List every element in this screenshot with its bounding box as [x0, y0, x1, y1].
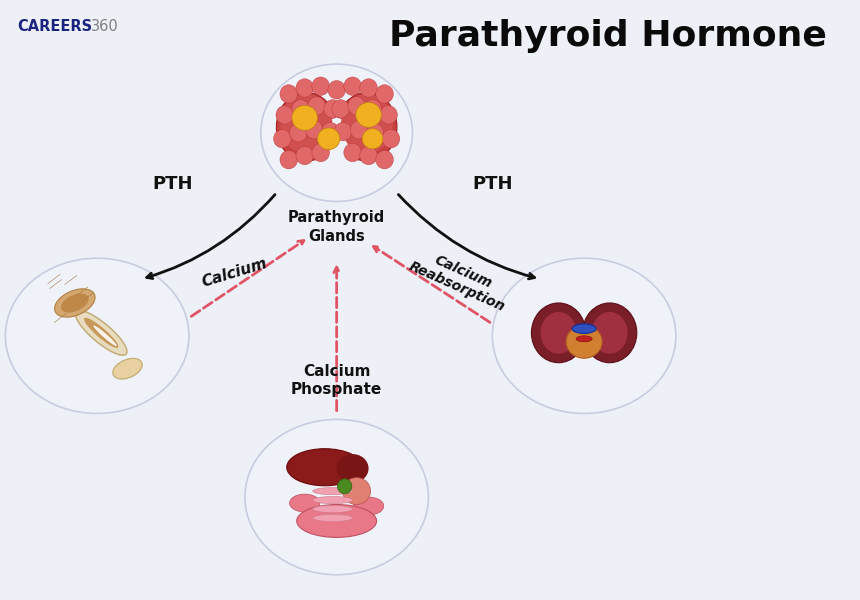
- Ellipse shape: [290, 494, 320, 512]
- Ellipse shape: [313, 505, 353, 512]
- Ellipse shape: [341, 94, 393, 154]
- Ellipse shape: [572, 324, 596, 334]
- Ellipse shape: [347, 97, 365, 115]
- Ellipse shape: [76, 310, 127, 355]
- Ellipse shape: [305, 121, 323, 139]
- Text: Parathyroid Hormone: Parathyroid Hormone: [389, 19, 827, 53]
- Text: PTH: PTH: [153, 175, 194, 193]
- Ellipse shape: [336, 454, 369, 483]
- Ellipse shape: [362, 128, 383, 149]
- Ellipse shape: [94, 325, 117, 346]
- Text: CAREERS: CAREERS: [17, 19, 93, 34]
- Ellipse shape: [576, 336, 592, 342]
- Ellipse shape: [335, 122, 352, 141]
- Ellipse shape: [312, 77, 329, 95]
- Ellipse shape: [366, 124, 384, 142]
- Text: 360: 360: [91, 19, 119, 34]
- Ellipse shape: [582, 303, 636, 363]
- Ellipse shape: [297, 505, 377, 538]
- Ellipse shape: [273, 130, 292, 148]
- Ellipse shape: [332, 100, 349, 118]
- Ellipse shape: [322, 122, 339, 141]
- Ellipse shape: [5, 258, 189, 413]
- Ellipse shape: [276, 92, 336, 161]
- Ellipse shape: [344, 77, 361, 95]
- Text: Parathyroid
Glands: Parathyroid Glands: [288, 211, 385, 244]
- Ellipse shape: [296, 79, 314, 97]
- Ellipse shape: [353, 497, 384, 515]
- Ellipse shape: [322, 118, 351, 154]
- Ellipse shape: [592, 312, 628, 354]
- Ellipse shape: [382, 130, 400, 148]
- Ellipse shape: [308, 97, 325, 115]
- Ellipse shape: [342, 478, 371, 505]
- Ellipse shape: [292, 106, 317, 130]
- Text: Calcium
Phosphate: Calcium Phosphate: [291, 364, 383, 397]
- Ellipse shape: [364, 100, 381, 118]
- Ellipse shape: [359, 146, 378, 164]
- Ellipse shape: [54, 289, 95, 317]
- Ellipse shape: [376, 151, 393, 169]
- Ellipse shape: [337, 92, 397, 161]
- Ellipse shape: [566, 325, 602, 358]
- Ellipse shape: [280, 94, 332, 154]
- Ellipse shape: [350, 121, 368, 139]
- Ellipse shape: [356, 103, 381, 127]
- Ellipse shape: [313, 488, 353, 494]
- Ellipse shape: [337, 479, 352, 494]
- Ellipse shape: [344, 143, 361, 161]
- Ellipse shape: [531, 303, 586, 363]
- Ellipse shape: [113, 358, 142, 379]
- Ellipse shape: [84, 318, 119, 348]
- Text: Calcium: Calcium: [200, 256, 269, 290]
- Ellipse shape: [280, 151, 298, 169]
- Text: Calcium
Reabsorption: Calcium Reabsorption: [407, 244, 514, 314]
- Ellipse shape: [280, 85, 298, 103]
- Ellipse shape: [61, 293, 89, 313]
- Ellipse shape: [245, 419, 428, 575]
- Ellipse shape: [317, 128, 340, 149]
- Ellipse shape: [292, 100, 310, 118]
- Ellipse shape: [492, 258, 676, 413]
- Ellipse shape: [276, 106, 293, 124]
- Ellipse shape: [541, 312, 576, 354]
- Ellipse shape: [313, 496, 353, 503]
- Text: PTH: PTH: [472, 175, 513, 193]
- Ellipse shape: [286, 449, 363, 486]
- Ellipse shape: [324, 100, 341, 118]
- Ellipse shape: [312, 143, 329, 161]
- Ellipse shape: [313, 514, 353, 521]
- Ellipse shape: [296, 146, 314, 164]
- Ellipse shape: [290, 124, 307, 142]
- Ellipse shape: [380, 106, 397, 124]
- Ellipse shape: [359, 79, 378, 97]
- Ellipse shape: [261, 64, 413, 202]
- Ellipse shape: [376, 85, 393, 103]
- Ellipse shape: [328, 80, 346, 99]
